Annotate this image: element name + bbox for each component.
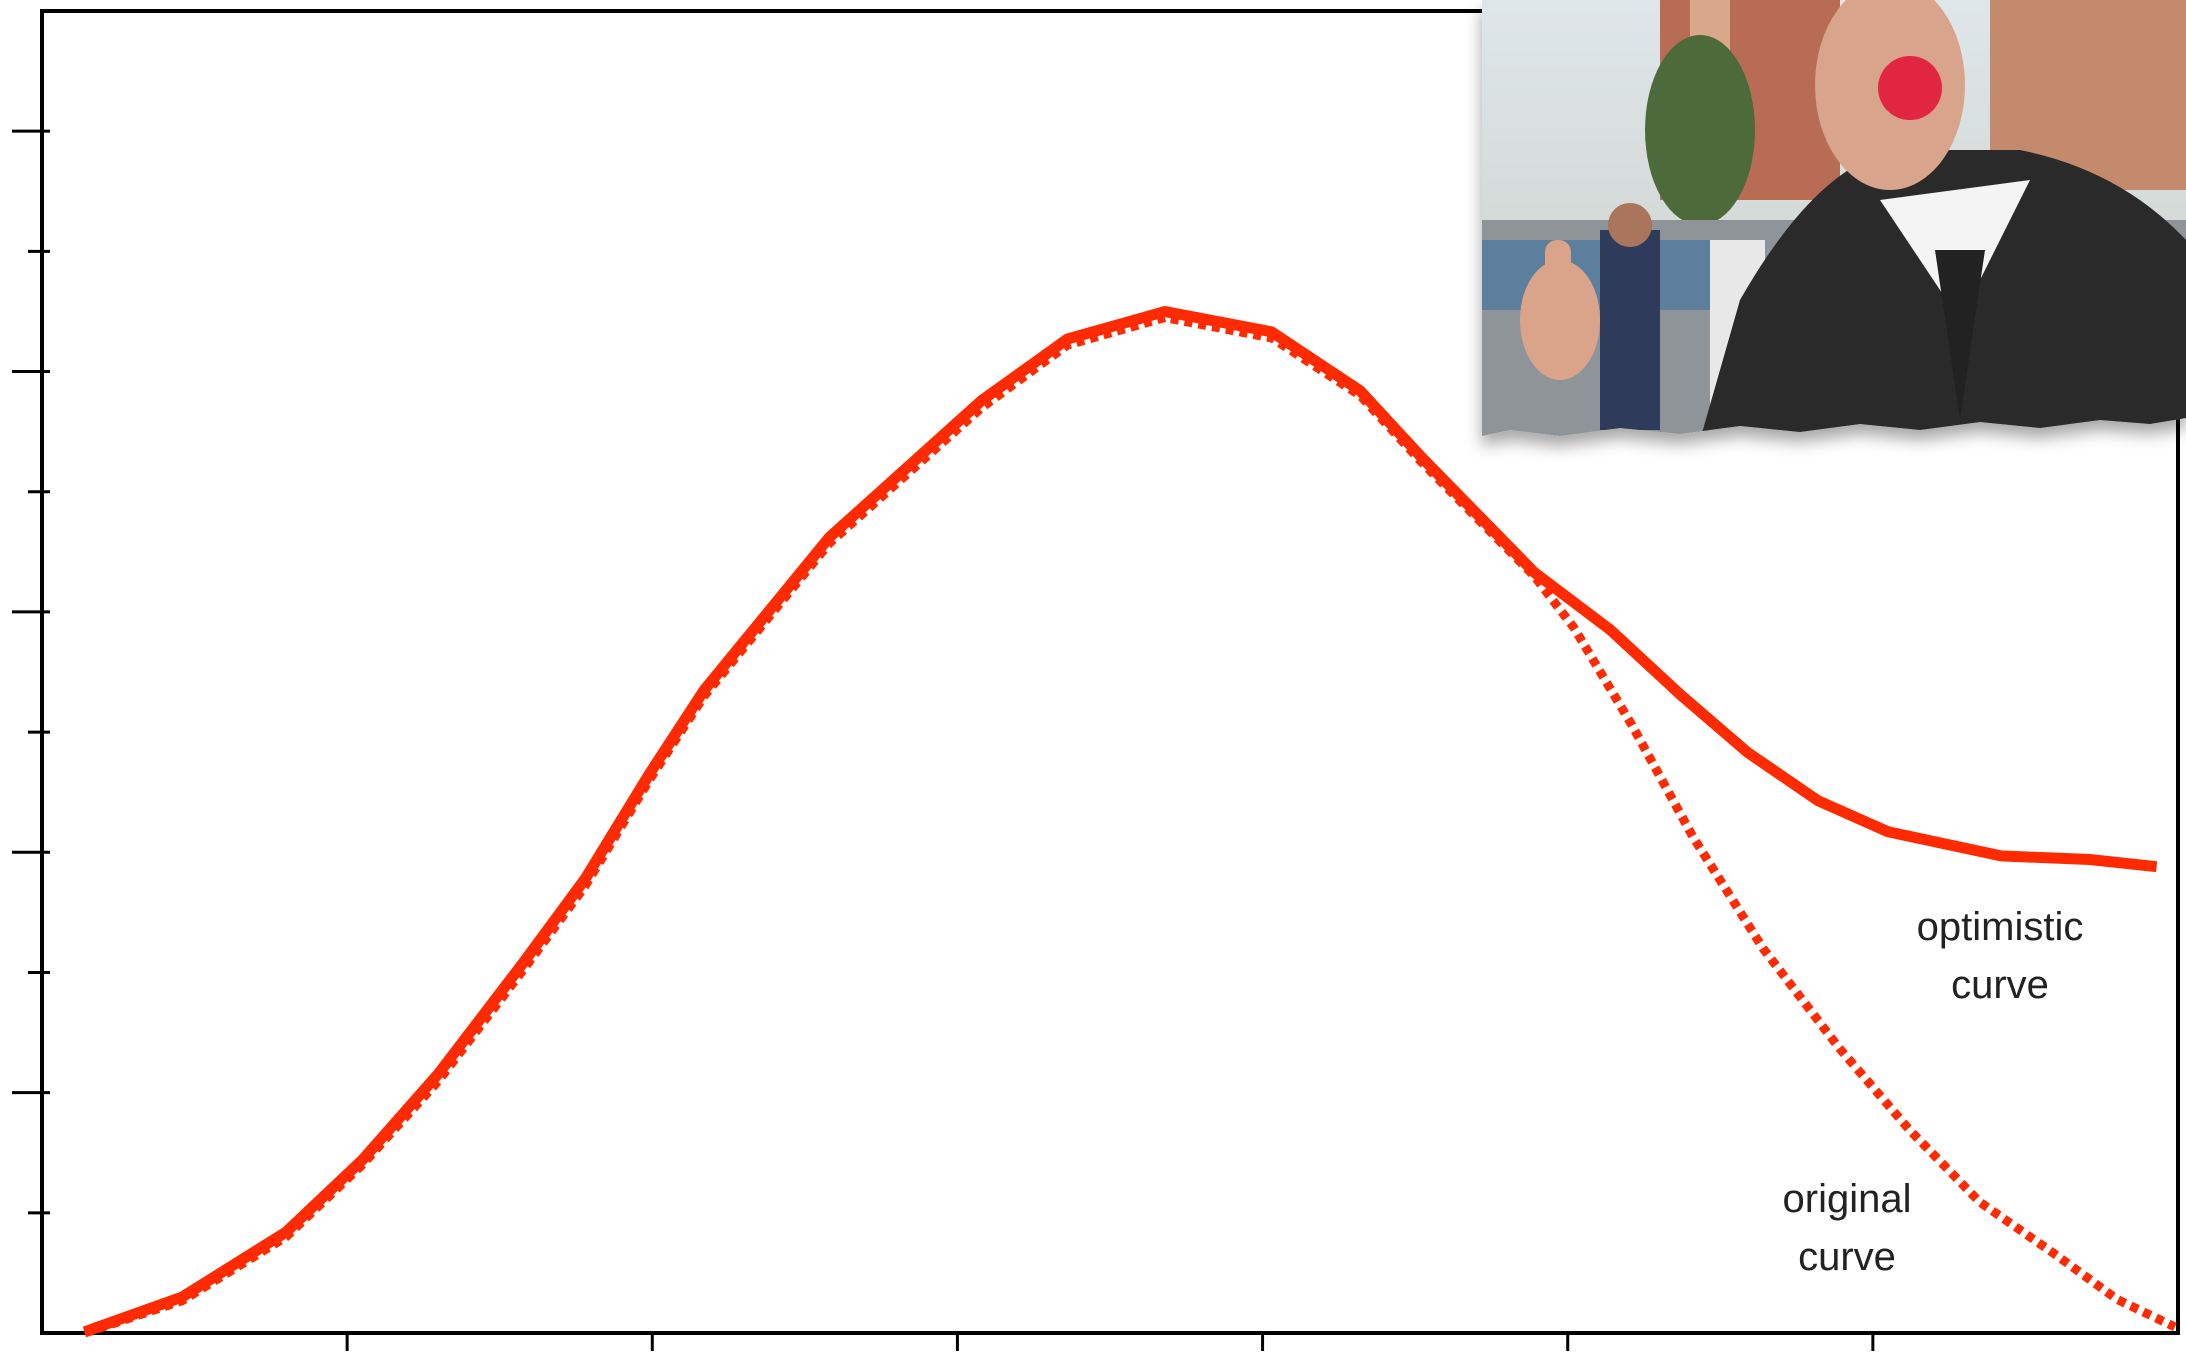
chart bbox=[0, 0, 2186, 1358]
page: optimistic curve original curve bbox=[0, 0, 2186, 1358]
photo bbox=[1482, 0, 2186, 440]
annotation: original curve bbox=[1783, 1170, 1912, 1286]
annotation: optimistic curve bbox=[1917, 898, 2084, 1014]
